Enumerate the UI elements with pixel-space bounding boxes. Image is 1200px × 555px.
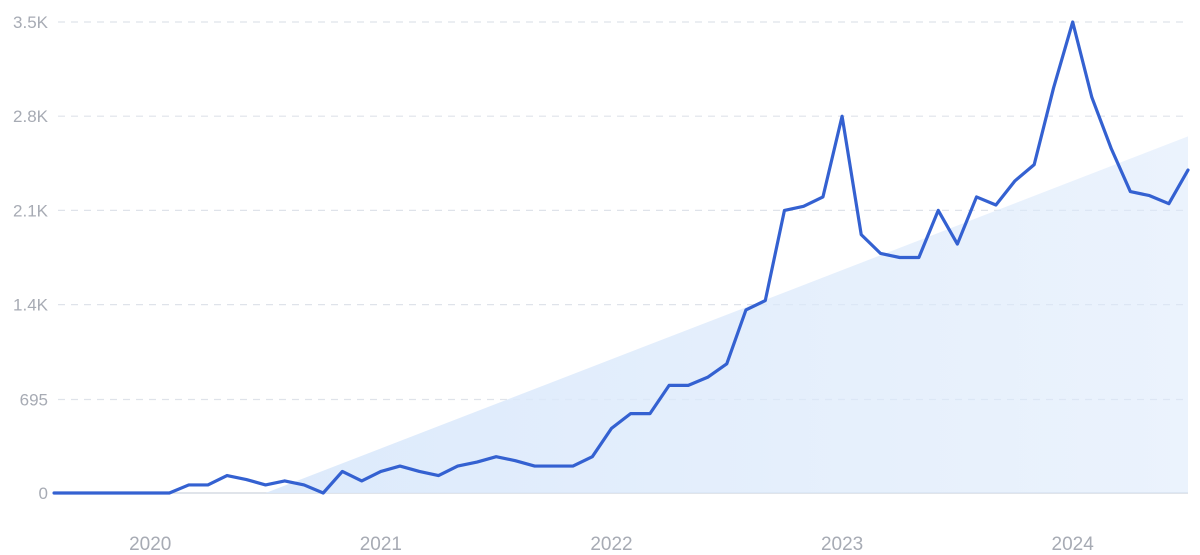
trend-area-layer xyxy=(265,136,1188,493)
y-tick-label: 3.5K xyxy=(13,13,49,32)
y-tick-label: 2.8K xyxy=(13,107,49,126)
y-tick-label: 0 xyxy=(39,484,48,503)
y-tick-label: 1.4K xyxy=(13,296,49,315)
series-line-layer xyxy=(52,20,1190,495)
y-tick-label: 2.1K xyxy=(13,201,49,220)
x-tick-label: 2022 xyxy=(590,534,632,555)
x-tick-label: 2024 xyxy=(1052,534,1095,555)
trend-area xyxy=(265,136,1188,493)
y-axis-tick-labels: 0 695 1.4K 2.1K 2.8K 3.5K xyxy=(13,13,49,503)
series-line xyxy=(52,20,1190,495)
x-tick-label: 2021 xyxy=(360,534,402,555)
x-tick-label: 2020 xyxy=(129,534,171,555)
x-axis-tick-labels: 2020 2021 2022 2023 2024 xyxy=(129,534,1094,555)
x-tick-label: 2023 xyxy=(821,534,863,555)
y-tick-label: 695 xyxy=(20,390,48,409)
